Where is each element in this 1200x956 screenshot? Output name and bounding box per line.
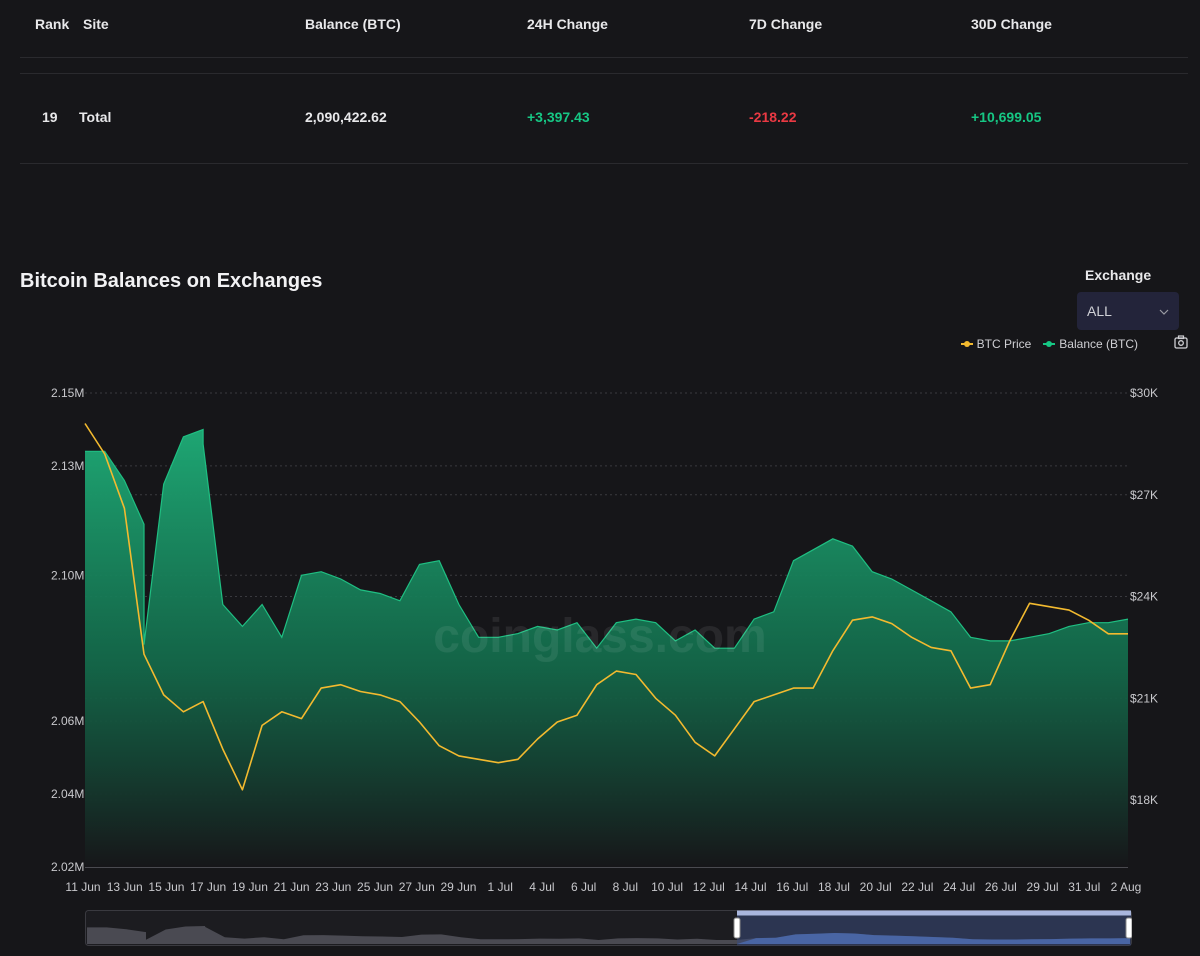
legend-swatch-balance: [1043, 339, 1056, 349]
x-tick-label: 11 Jun: [65, 880, 100, 894]
navigator-selected-series: [737, 933, 1130, 944]
x-tick-label: 1 Jul: [488, 880, 513, 894]
navigator-top-bar[interactable]: [737, 910, 1131, 916]
x-tick-label: 24 Jul: [943, 880, 975, 894]
x-tick-label: 23 Jun: [315, 880, 351, 894]
y-right-tick-label: $24K: [1130, 590, 1158, 604]
legend-item-balance[interactable]: Balance (BTC): [1043, 337, 1138, 351]
btc-price-line: [84, 423, 1128, 791]
header-divider: [20, 57, 1188, 58]
chevron-down-icon: [1159, 302, 1169, 320]
x-tick-label: 27 Jun: [399, 880, 435, 894]
total-30d-change: +10,699.05: [971, 109, 1042, 125]
x-tick-label: 16 Jul: [776, 880, 808, 894]
chart-legend: BTC Price Balance (BTC): [960, 337, 1138, 351]
exchange-balance-table: Rank Site Balance (BTC) 24H Change 7D Ch…: [20, 0, 1188, 164]
col-site-header[interactable]: Site: [83, 16, 109, 32]
x-tick-label: 12 Jul: [693, 880, 725, 894]
navigator-right-handle[interactable]: [1125, 917, 1133, 939]
total-balance: 2,090,422.62: [305, 109, 387, 125]
x-tick-label: 2 Aug: [1111, 880, 1142, 894]
col-7d-change-header[interactable]: 7D Change: [749, 16, 823, 32]
y-right-tick-label: $30K: [1130, 386, 1158, 400]
x-tick-label: 13 Jun: [107, 880, 143, 894]
legend-swatch-btc-price: [960, 339, 973, 349]
exchange-select[interactable]: ALL: [1077, 292, 1179, 330]
total-rank: 19: [42, 109, 58, 125]
row-divider: [20, 73, 1188, 74]
x-tick-label: 15 Jun: [148, 880, 184, 894]
x-tick-label: 8 Jul: [613, 880, 638, 894]
x-tick-label: 4 Jul: [529, 880, 554, 894]
col-30d-change-header[interactable]: 30D Change: [971, 16, 1052, 32]
chart-title: Bitcoin Balances on Exchanges: [20, 270, 323, 292]
x-tick-label: 26 Jul: [985, 880, 1017, 894]
col-24h-change-header[interactable]: 24H Change: [527, 16, 608, 32]
x-tick-label: 10 Jul: [651, 880, 683, 894]
x-tick-label: 20 Jul: [860, 880, 892, 894]
legend-label-balance: Balance (BTC): [1059, 337, 1138, 351]
col-rank-header[interactable]: Rank: [35, 16, 70, 32]
total-7d-change: -218.22: [749, 109, 797, 125]
y-left-tick-label: 2.15M: [51, 386, 84, 400]
y-right-tick-label: $21K: [1130, 691, 1158, 705]
y-right-tick-label: $18K: [1130, 793, 1158, 807]
x-tick-label: 17 Jun: [190, 880, 226, 894]
chart-watermark: coinglass.com: [433, 610, 766, 663]
x-tick-label: 18 Jul: [818, 880, 850, 894]
exchange-label: Exchange: [1085, 267, 1152, 283]
y-left-tick-label: 2.04M: [51, 787, 84, 801]
y-left-tick-label: 2.06M: [51, 714, 84, 728]
x-tick-label: 19 Jun: [232, 880, 268, 894]
x-tick-label: 29 Jun: [440, 880, 476, 894]
y-right-tick-label: $27K: [1130, 488, 1158, 502]
table-row-total: 19 Total 2,090,422.62 +3,397.43 -218.22 …: [20, 73, 1188, 163]
balance-line: [85, 428, 1129, 650]
chart-range-navigator[interactable]: [85, 910, 1133, 946]
legend-item-btc-price[interactable]: BTC Price: [960, 337, 1032, 351]
table-bottom-divider: [20, 163, 1188, 164]
x-tick-label: 22 Jul: [901, 880, 933, 894]
x-tick-label: 6 Jul: [571, 880, 596, 894]
balance-area: [85, 429, 1128, 867]
x-tick-label: 14 Jul: [735, 880, 767, 894]
exchange-select-value: ALL: [1087, 303, 1112, 319]
table-header: Rank Site Balance (BTC) 24H Change 7D Ch…: [20, 0, 1188, 48]
y-left-tick-label: 2.02M: [51, 860, 84, 874]
x-tick-label: 29 Jul: [1027, 880, 1059, 894]
col-balance-header[interactable]: Balance (BTC): [305, 16, 401, 32]
total-site: Total: [79, 109, 112, 125]
x-tick-label: 21 Jun: [274, 880, 310, 894]
balance-price-chart[interactable]: coinglass.com 2.15M 2.13M 2.10M 2.06M 2.04M 2…: [0, 360, 1200, 900]
navigator-left-handle[interactable]: [733, 917, 741, 939]
camera-icon[interactable]: [1173, 334, 1189, 350]
y-left-tick-label: 2.10M: [51, 568, 84, 582]
x-tick-label: 25 Jun: [357, 880, 393, 894]
total-24h-change: +3,397.43: [527, 109, 590, 125]
x-tick-label: 31 Jul: [1068, 880, 1100, 894]
legend-label-btc-price: BTC Price: [976, 337, 1032, 351]
y-left-tick-label: 2.13M: [51, 459, 84, 473]
